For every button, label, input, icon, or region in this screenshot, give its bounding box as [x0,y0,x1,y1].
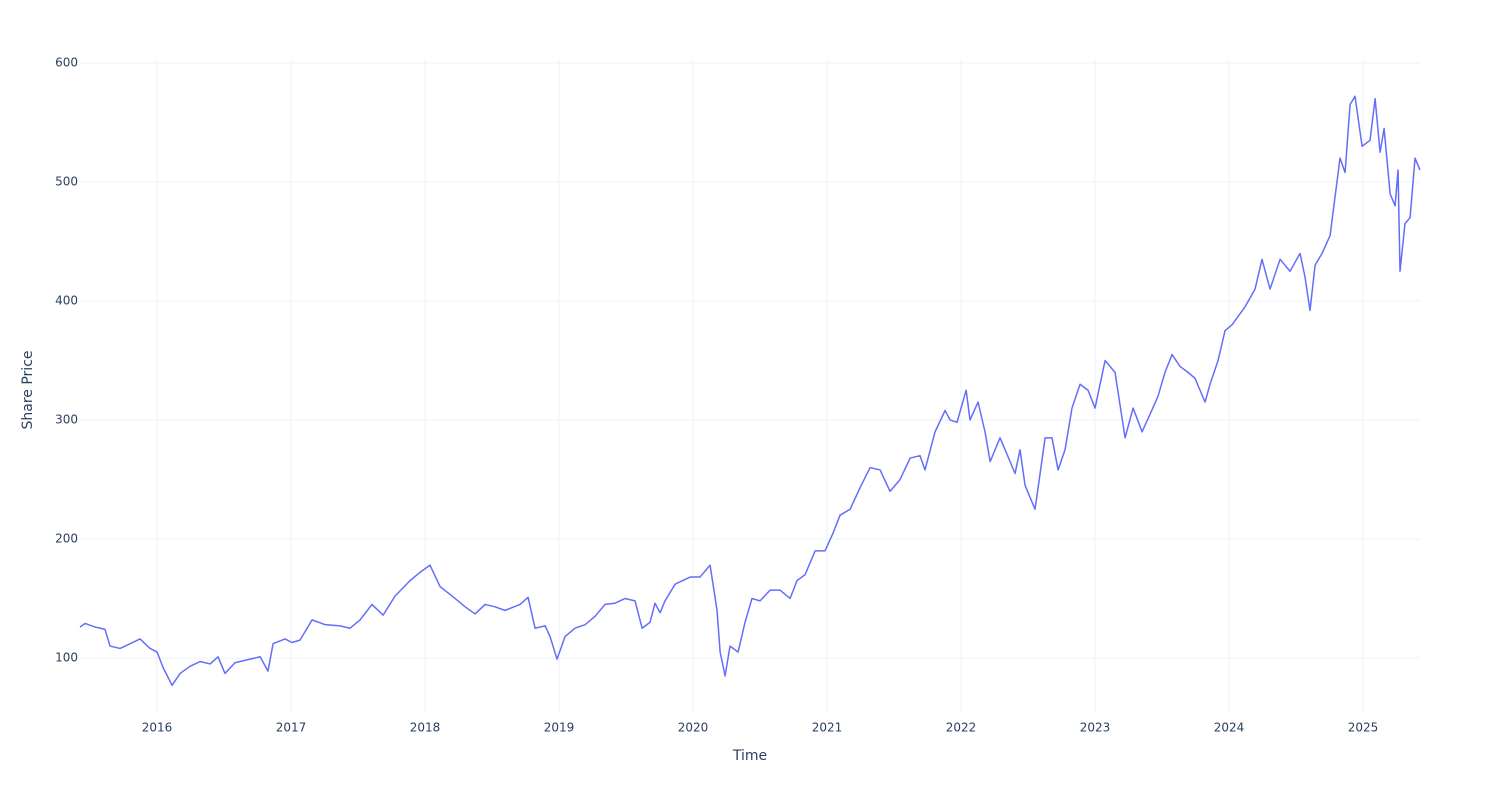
plot-area [79,95,1421,687]
y-tick-label: 500 [55,174,78,188]
y-axis-title: Share Price [20,350,36,429]
x-tick-label: 2025 [1348,721,1379,735]
x-tick-label: 2023 [1080,721,1111,735]
y-tick-label: 400 [55,293,78,307]
x-tick-label: 2019 [544,721,575,735]
x-tick-label: 2020 [678,721,709,735]
x-axis-title: Time [732,748,767,764]
x-tick-label: 2021 [812,721,843,735]
x-tick-label: 2022 [946,721,977,735]
y-tick-label: 600 [55,55,78,69]
x-tick-label: 2024 [1214,721,1245,735]
y-tick-label: 300 [55,412,78,426]
x-tick-label: 2016 [142,721,173,735]
x-tick-label: 2017 [276,721,307,735]
price-line [79,95,1421,687]
x-tick-label: 2018 [410,721,441,735]
grid [80,60,1420,712]
y-tick-label: 100 [55,650,78,664]
y-tick-label: 200 [55,531,78,545]
